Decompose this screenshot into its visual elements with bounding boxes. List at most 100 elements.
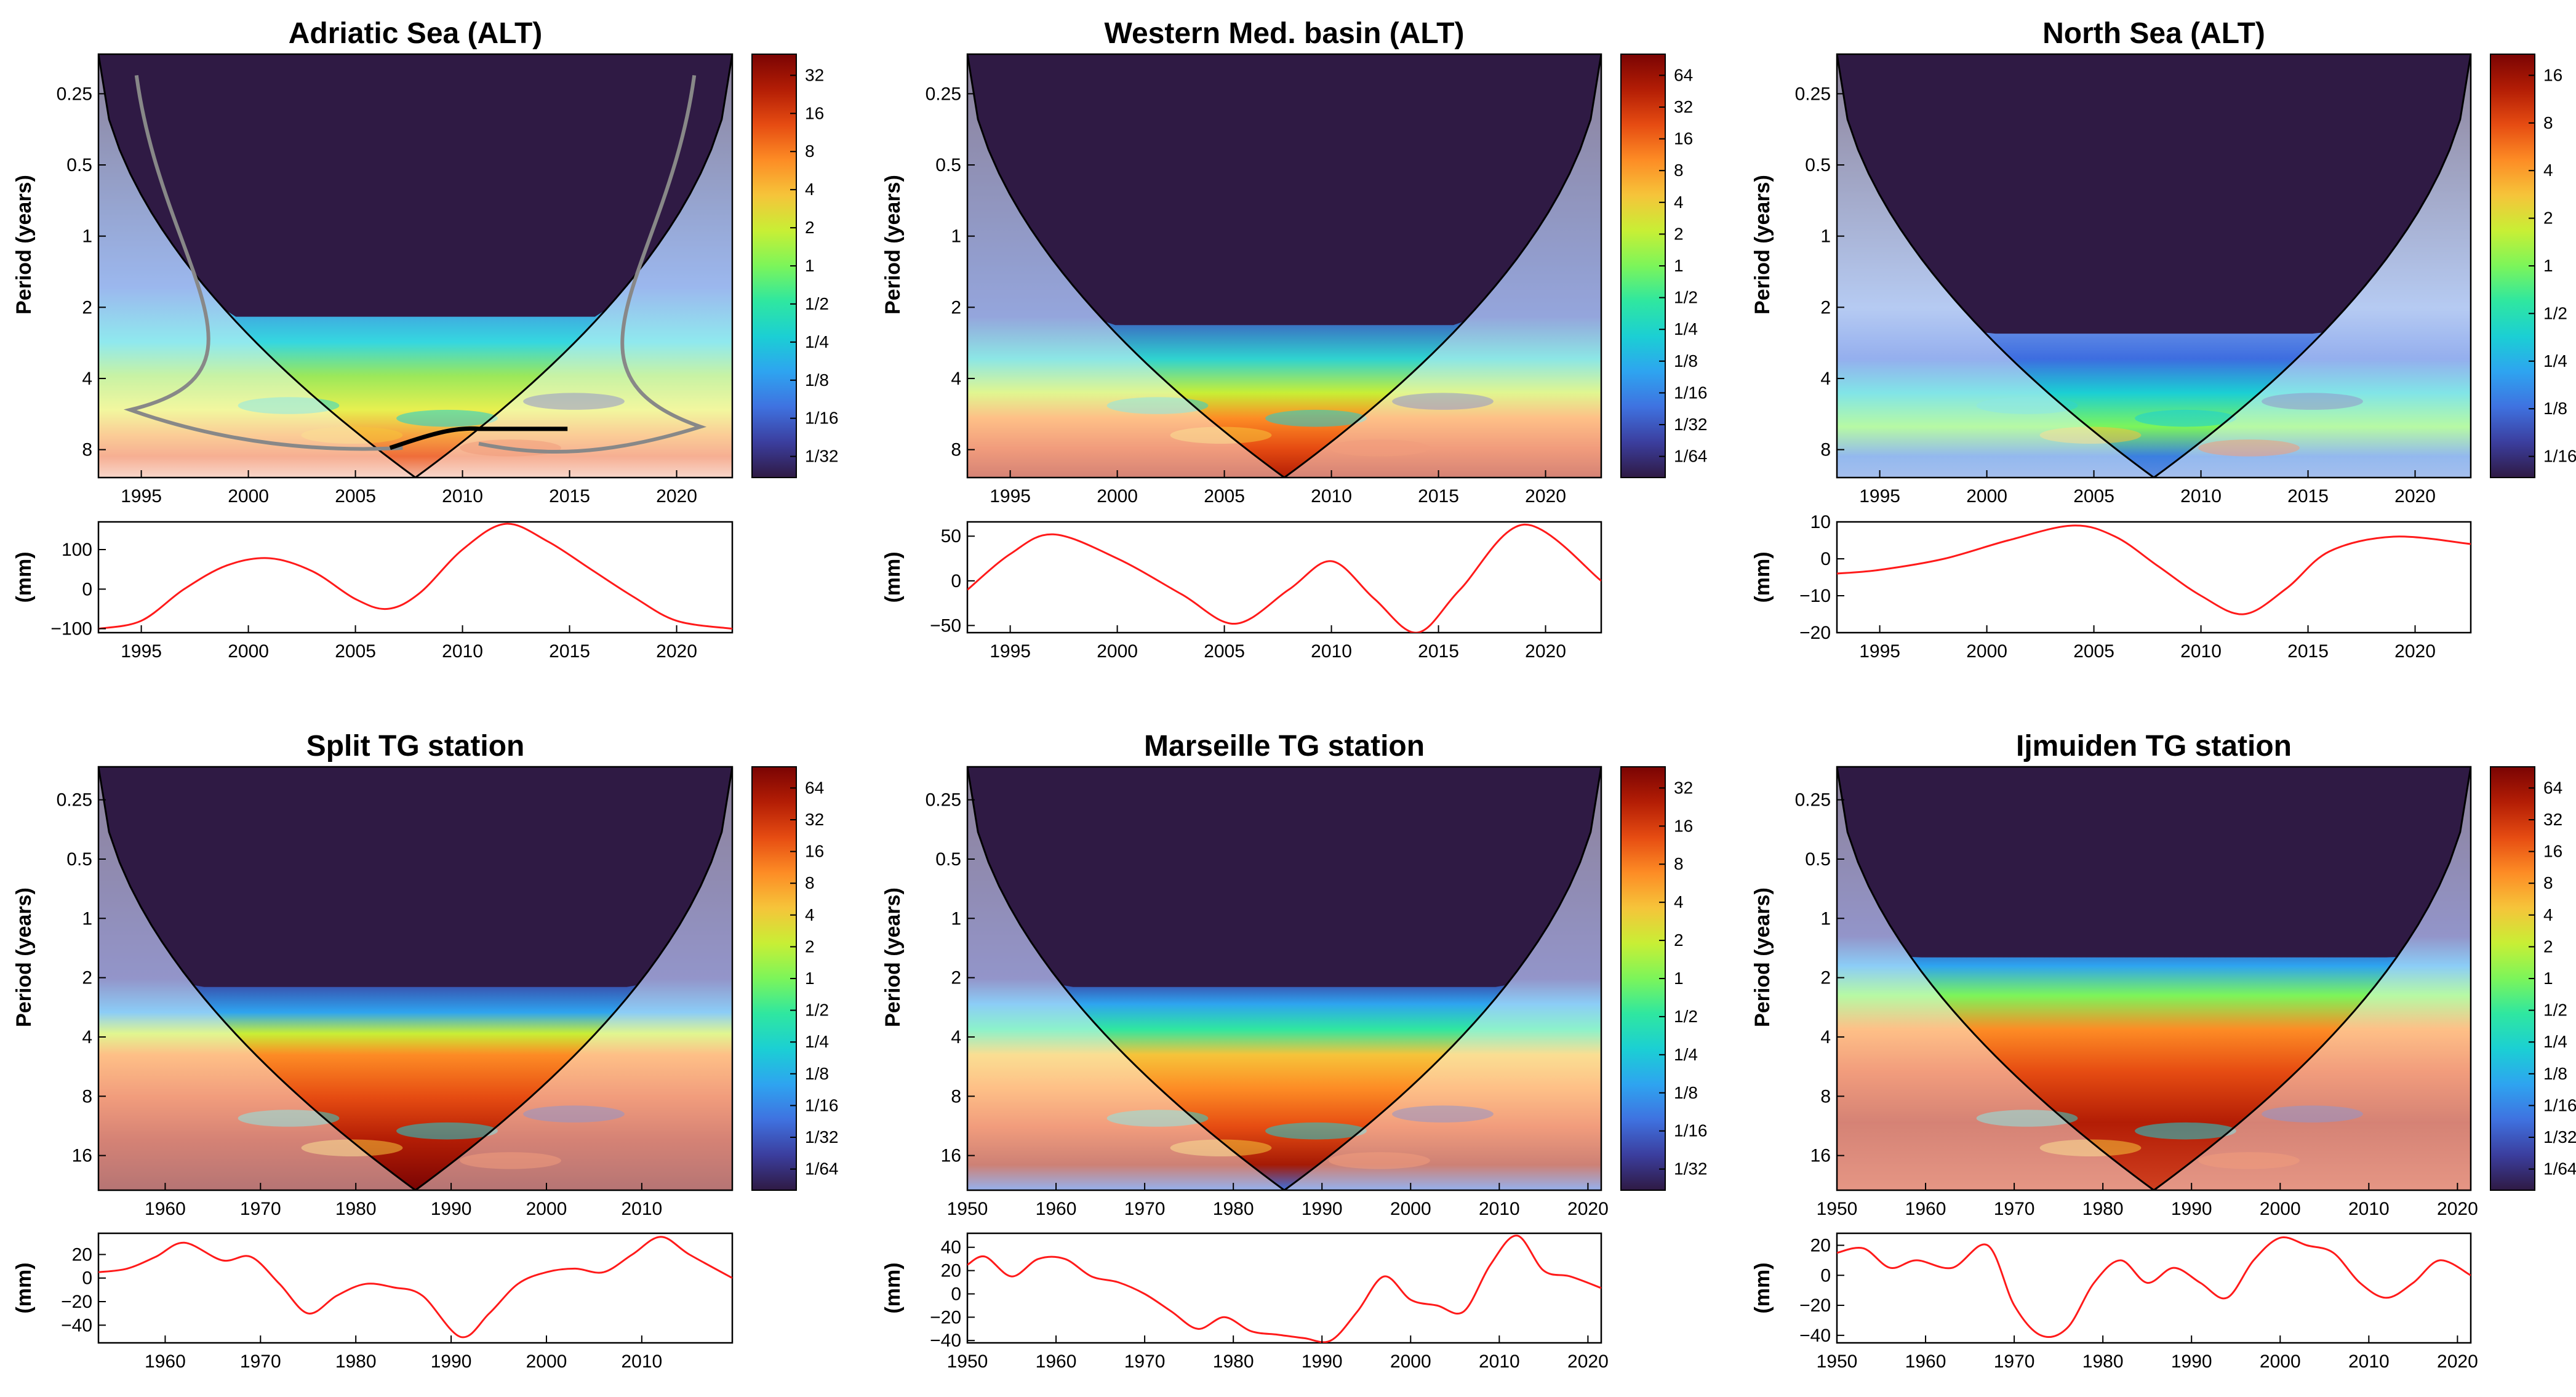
colorbar-tick-label: 32 [1674,778,1693,797]
y-axis-label: Period (years) [1751,887,1774,1027]
x-tick-label: 1970 [1994,1199,2035,1219]
panel-3: North Sea (ALT) 0.25 0.5 1 2 4 8 Period (years)… [1751,17,2576,662]
y-tick-label: 4 [82,1027,92,1047]
x-tick-label: 2000 [2260,1199,2301,1219]
colorbar-tick-label: 1/8 [1674,1083,1698,1102]
low-power-region [967,767,1601,987]
x-tick-label: 1990 [2171,1199,2212,1219]
y-axis-label: Period (years) [881,887,905,1027]
colorbar-tick-label: 16 [1674,816,1693,835]
colorbar-tick-label: 1/64 [2543,1159,2576,1179]
y-tick-label: 0.25 [1795,84,1831,104]
power-patch [1265,1122,1367,1140]
power-patch [2198,439,2300,457]
colorbar-tick-label: 32 [1674,97,1693,116]
wavelet-spectrum [98,767,732,1190]
x-tick-label: 1970 [1124,1199,1166,1219]
colorbar-tick-label: 1/8 [805,370,829,390]
colorbar-tick-label: 1/4 [1674,319,1698,338]
signal-x-tick-label: 1950 [1817,1351,1858,1372]
x-tick-label: 1950 [1817,1199,1858,1219]
panel-title: Adriatic Sea (ALT) [289,17,543,50]
colorbar-tick-label: 32 [805,65,824,84]
y-tick-label: 8 [82,440,92,460]
signal-frame [97,521,734,634]
panel-4: Split TG station 0.25 0.5 1 2 4 8 16 Period (yea… [12,730,839,1372]
power-patch [1392,1105,1494,1123]
power-patch [301,426,403,444]
x-tick-label: 2020 [1525,486,1566,506]
colorbar-tick-label: 4 [2543,161,2553,180]
colorbar-tick-label: 1/2 [805,1001,829,1020]
wavelet-spectrum [98,54,732,478]
y-tick-label: 16 [1810,1146,1831,1166]
signal-y-tick-label: −100 [50,619,92,639]
signal-line [1837,1236,2471,1338]
low-power-region [98,54,732,317]
y-tick-label: 8 [951,440,961,460]
y-tick-label: 1 [1820,908,1831,929]
x-tick-label: 2020 [2437,1199,2478,1219]
colorbar [1620,766,1666,1191]
y-tick-label: 16 [72,1146,92,1166]
signal-y-tick-label: 0 [1820,549,1831,569]
signal-y-tick-label: 50 [941,526,961,546]
colorbar-tick-label: 1/2 [1674,1007,1698,1026]
y-tick-label: 2 [951,968,961,988]
y-tick-label: 4 [1820,1027,1831,1047]
power-patch [2262,393,2363,410]
signal-y-tick-label: −40 [1799,1326,1831,1346]
colorbar-tick-label: 8 [2543,873,2553,892]
signal-x-tick-label: 2000 [1390,1351,1431,1372]
signal-y-tick-label: −40 [930,1331,961,1351]
colorbar-tick-label: 1/16 [2543,1095,2576,1115]
signal-frame [1836,1232,2472,1344]
y-tick-label: 4 [1820,369,1831,389]
colorbar-tick-label: 1/4 [2543,351,2567,370]
y-tick-label: 8 [1820,440,1831,460]
signal-y-tick-label: 10 [1810,512,1831,532]
colorbar-tick-label: 2 [805,937,815,956]
signal-y-tick-label: 100 [62,540,92,560]
signal-x-tick-label: 2000 [526,1351,567,1372]
x-tick-label: 2010 [621,1199,662,1219]
y-axis-label: Period (years) [12,887,36,1027]
y-tick-label: 1 [951,908,961,929]
power-patch [523,1105,625,1123]
colorbar-tick-label: 8 [1674,854,1684,873]
power-patch [238,397,340,414]
power-patch [2135,409,2236,427]
x-tick-label: 1980 [335,1199,377,1219]
signal-x-tick-label: 2015 [2287,641,2329,662]
panel-title: Split TG station [306,730,525,763]
signal-y-tick-label: −20 [61,1292,92,1312]
signal-y-tick-label: −50 [930,615,961,636]
power-patch [301,1139,403,1156]
y-tick-label: 1 [82,908,92,929]
colorbar-tick-label: 64 [1674,65,1693,84]
colorbar [1620,54,1666,478]
significance-contour [124,75,403,451]
y-tick-label: 4 [951,369,961,389]
colorbar [2490,766,2535,1191]
colorbar-tick-label: 1/8 [2543,399,2567,418]
x-tick-label: 2000 [1966,486,2007,506]
signal-line [98,522,732,630]
signal-x-tick-label: 1990 [431,1351,472,1372]
y-tick-label: 0.25 [57,790,92,811]
y-tick-label: 1 [951,226,961,247]
x-tick-label: 2015 [2287,486,2329,506]
power-patch [2039,426,2142,444]
colorbar-tick-label: 4 [805,905,815,924]
signal-y-tick-label: −20 [930,1307,961,1327]
colorbar-tick-label: 1/4 [805,332,829,351]
y-axis-label: Period (years) [12,175,36,314]
colorbar-tick-label: 8 [805,142,815,161]
signal-x-tick-label: 2005 [335,641,376,662]
colorbar-tick-label: 1/4 [805,1032,829,1051]
signal-x-tick-label: 2010 [1479,1351,1520,1372]
coi-shade [967,54,1601,478]
colorbar-tick-label: 1/4 [2543,1032,2567,1051]
x-tick-label: 2000 [1390,1199,1431,1219]
signal-y-tick-label: 40 [941,1238,961,1258]
